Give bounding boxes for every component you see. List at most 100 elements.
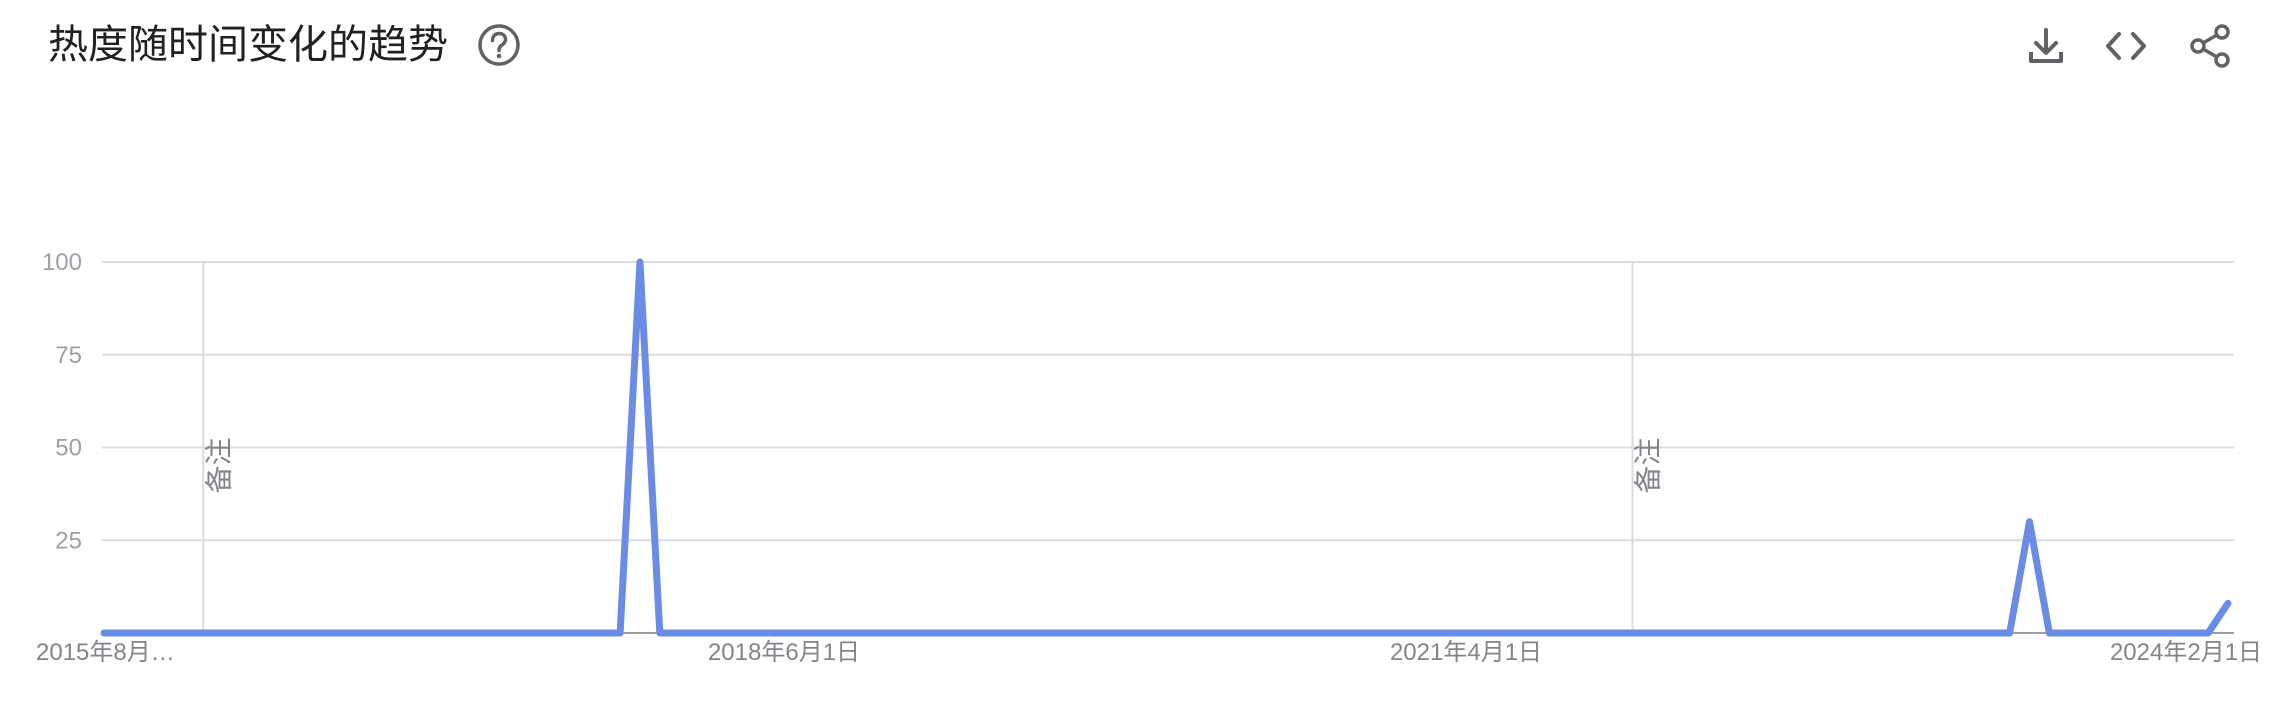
data-point[interactable] [994,630,1000,636]
data-point[interactable] [260,630,266,636]
data-point[interactable] [716,630,722,636]
data-point[interactable] [637,259,643,265]
data-point[interactable] [141,630,147,636]
data-point[interactable] [577,630,583,636]
data-point[interactable] [895,630,901,636]
annotation-label[interactable]: 备注 [203,437,234,493]
data-point[interactable] [379,630,385,636]
data-point[interactable] [1292,630,1298,636]
data-point[interactable] [1749,630,1755,636]
data-point[interactable] [1094,630,1100,636]
data-point[interactable] [1312,630,1318,636]
data-point[interactable] [419,630,425,636]
data-point[interactable] [1411,630,1417,636]
data-point[interactable] [974,630,980,636]
data-point[interactable] [1907,630,1913,636]
data-point[interactable] [2026,519,2032,525]
data-point[interactable] [1431,630,1437,636]
data-point[interactable] [1530,630,1536,636]
data-point[interactable] [657,630,663,636]
data-point[interactable] [736,630,742,636]
data-point[interactable] [1252,630,1258,636]
data-point[interactable] [1352,630,1358,636]
data-point[interactable] [2225,600,2231,606]
data-point[interactable] [1034,630,1040,636]
data-point[interactable] [161,630,167,636]
data-point[interactable] [617,630,623,636]
data-point[interactable] [458,630,464,636]
data-point[interactable] [955,630,961,636]
data-point[interactable] [319,630,325,636]
data-point[interactable] [796,630,802,636]
data-point[interactable] [1669,630,1675,636]
data-point[interactable] [1967,630,1973,636]
data-point[interactable] [935,630,941,636]
data-point[interactable] [1888,630,1894,636]
data-point[interactable] [2146,630,2152,636]
data-point[interactable] [558,630,564,636]
data-point[interactable] [200,630,206,636]
data-point[interactable] [1808,630,1814,636]
data-point[interactable] [597,630,603,636]
data-point[interactable] [518,630,524,636]
data-point[interactable] [399,630,405,636]
data-point[interactable] [2165,630,2171,636]
data-point[interactable] [756,630,762,636]
data-point[interactable] [1689,630,1695,636]
data-point[interactable] [1014,630,1020,636]
data-point[interactable] [776,630,782,636]
data-point[interactable] [1649,630,1655,636]
data-point[interactable] [1173,630,1179,636]
data-point[interactable] [1828,630,1834,636]
data-point[interactable] [1153,630,1159,636]
data-point[interactable] [180,630,186,636]
data-point[interactable] [2086,630,2092,636]
data-point[interactable] [835,630,841,636]
data-point[interactable] [1054,630,1060,636]
data-point[interactable] [1629,630,1635,636]
data-point[interactable] [677,630,683,636]
data-point[interactable] [875,630,881,636]
data-point[interactable] [2046,630,2052,636]
annotation-label[interactable]: 备注 [1632,437,1663,493]
data-point[interactable] [1272,630,1278,636]
data-point[interactable] [438,630,444,636]
data-point[interactable] [220,630,226,636]
data-point[interactable] [1391,630,1397,636]
data-point[interactable] [1709,630,1715,636]
data-point[interactable] [339,630,345,636]
data-point[interactable] [121,630,127,636]
data-point[interactable] [1947,630,1953,636]
data-point[interactable] [478,630,484,636]
data-point[interactable] [1590,630,1596,636]
data-point[interactable] [2007,630,2013,636]
data-point[interactable] [1570,630,1576,636]
data-point[interactable] [1451,630,1457,636]
data-point[interactable] [1927,630,1933,636]
data-point[interactable] [101,630,107,636]
data-point[interactable] [1788,630,1794,636]
data-point[interactable] [1491,630,1497,636]
data-point[interactable] [280,630,286,636]
data-point[interactable] [1213,630,1219,636]
data-point[interactable] [2066,630,2072,636]
data-point[interactable] [2205,630,2211,636]
data-point[interactable] [855,630,861,636]
data-point[interactable] [1848,630,1854,636]
data-point[interactable] [1729,630,1735,636]
data-point[interactable] [1550,630,1556,636]
data-point[interactable] [1610,630,1616,636]
data-point[interactable] [1987,630,1993,636]
data-point[interactable] [359,630,365,636]
data-point[interactable] [1768,630,1774,636]
data-point[interactable] [1868,630,1874,636]
data-point[interactable] [1510,630,1516,636]
data-point[interactable] [697,630,703,636]
data-point[interactable] [1332,630,1338,636]
data-point[interactable] [1371,630,1377,636]
data-point[interactable] [240,630,246,636]
data-point[interactable] [1193,630,1199,636]
data-point[interactable] [1471,630,1477,636]
data-point[interactable] [538,630,544,636]
data-point[interactable] [915,630,921,636]
